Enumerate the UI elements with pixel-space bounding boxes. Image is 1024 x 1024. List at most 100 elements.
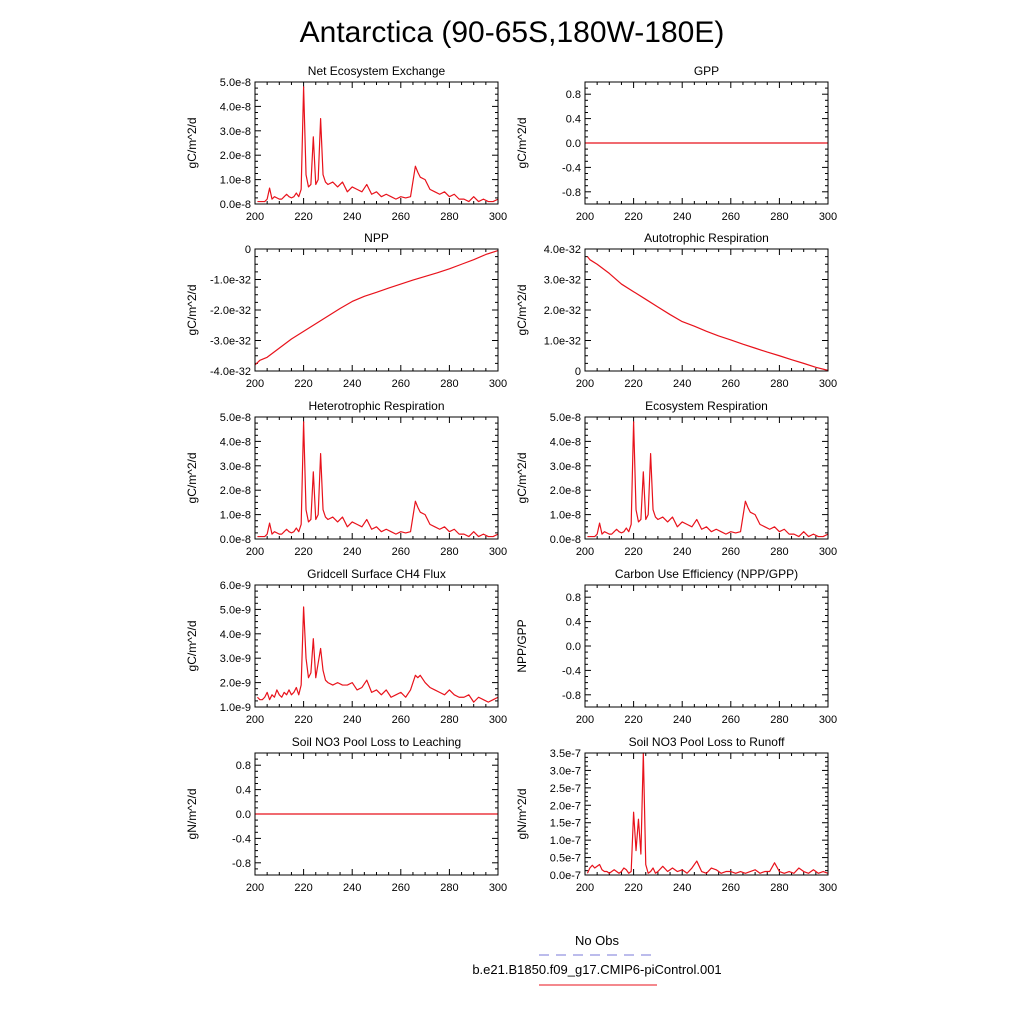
plot-frame [254, 752, 499, 876]
x-tick-label: 280 [440, 211, 458, 223]
y-tick-label: 5.0e-9 [220, 604, 251, 616]
x-tick-label: 280 [770, 882, 788, 894]
x-tick-label: 240 [343, 714, 361, 726]
panel-title: Soil NO3 Pool Loss to Runoff [629, 735, 786, 749]
x-tick-label: 260 [722, 211, 740, 223]
y-tick-label: 2.0e-7 [550, 800, 581, 812]
y-tick-label: 0.0e-8 [220, 534, 251, 546]
y-tick-label: 2.0e-32 [544, 305, 581, 317]
series-line [257, 606, 499, 703]
series-line [254, 249, 499, 366]
x-tick-label: 280 [770, 378, 788, 390]
panel-title: Autotrophic Respiration [644, 231, 769, 245]
y-tick-label: 0.0 [236, 809, 251, 821]
y-tick-label: 0.0 [566, 138, 581, 150]
y-tick-label: 3.0e-32 [544, 275, 581, 287]
y-tick-label: 0.8 [566, 89, 581, 101]
plot-frame [254, 416, 499, 540]
panels: Net Ecosystem Exchange gC/m^2/d 200 220 240 2… [185, 64, 837, 894]
y-tick-label: 5.0e-8 [550, 412, 581, 424]
x-tick-label: 200 [576, 714, 594, 726]
panel-title: Gridcell Surface CH4 Flux [307, 567, 446, 581]
legend-model-label: b.e21.B1850.f09_g17.CMIP6-piControl.001 [472, 962, 721, 977]
y-axis-label: NPP/GPP [515, 619, 529, 672]
x-tick-label: 280 [770, 211, 788, 223]
x-tick-label: 260 [722, 546, 740, 558]
y-tick-label: 3.0e-9 [220, 653, 251, 665]
y-tick-label: -1.0e-32 [210, 275, 251, 287]
x-tick-label: 280 [440, 714, 458, 726]
x-tick-label: 300 [819, 211, 837, 223]
plot-frame [584, 752, 829, 876]
y-tick-label: 3.5e-7 [550, 748, 581, 760]
panel-2: GPP gC/m^2/d 200 220 240 260 280 300 -0.8 -0.4 0.0… [515, 64, 837, 223]
y-tick-label: 1.0e-8 [220, 510, 251, 522]
y-tick-label: 4.0e-32 [544, 244, 581, 256]
series-line [257, 86, 499, 203]
y-axis-label: gN/m^2/d [185, 789, 199, 840]
y-tick-label: 2.0e-9 [220, 678, 251, 690]
x-tick-label: 220 [294, 714, 312, 726]
y-axis-label: gC/m^2/d [515, 453, 529, 504]
x-tick-label: 240 [673, 211, 691, 223]
y-tick-label: -0.8 [562, 690, 581, 702]
x-tick-label: 300 [819, 378, 837, 390]
x-tick-label: 200 [576, 546, 594, 558]
y-tick-label: 0.4 [566, 617, 581, 629]
x-tick-label: 240 [343, 882, 361, 894]
panel-title: Soil NO3 Pool Loss to Leaching [292, 735, 461, 749]
x-tick-label: 200 [246, 378, 264, 390]
x-tick-label: 260 [722, 714, 740, 726]
x-tick-label: 200 [246, 714, 264, 726]
y-tick-label: 3.0e-8 [220, 461, 251, 473]
y-tick-label: 4.0e-8 [550, 436, 581, 448]
y-tick-label: 0.4 [236, 785, 251, 797]
panel-1: Net Ecosystem Exchange gC/m^2/d 200 220 240 2… [185, 64, 507, 223]
x-tick-label: 220 [294, 882, 312, 894]
panel-title: GPP [694, 64, 719, 78]
x-tick-label: 260 [722, 378, 740, 390]
series-line [586, 752, 829, 874]
x-tick-label: 300 [489, 546, 507, 558]
y-tick-label: 4.0e-8 [220, 101, 251, 113]
y-tick-label: 0.5e-7 [550, 853, 581, 865]
x-tick-label: 220 [624, 714, 642, 726]
x-tick-label: 260 [392, 882, 410, 894]
x-tick-label: 300 [489, 714, 507, 726]
x-tick-label: 200 [246, 211, 264, 223]
y-tick-label: 1.0e-7 [550, 835, 581, 847]
y-tick-label: -3.0e-32 [210, 336, 251, 348]
y-tick-label: -4.0e-32 [210, 366, 251, 378]
x-tick-label: 220 [624, 546, 642, 558]
y-tick-label: -0.4 [562, 162, 581, 174]
y-axis-label: gC/m^2/d [185, 453, 199, 504]
x-tick-label: 220 [624, 882, 642, 894]
y-tick-label: 1.0e-32 [544, 336, 581, 348]
series-line [257, 421, 499, 538]
x-tick-label: 220 [294, 546, 312, 558]
x-tick-label: 260 [392, 714, 410, 726]
panel-3: NPP gC/m^2/d 200 220 240 260 280 300 -4.0e-32 -3.… [185, 231, 507, 390]
main-title: Antarctica (90-65S,180W-180E) [300, 16, 725, 49]
y-tick-label: 0.8 [236, 760, 251, 772]
y-tick-label: -2.0e-32 [210, 305, 251, 317]
y-tick-label: 0.0e-7 [550, 870, 581, 882]
x-tick-label: 220 [294, 378, 312, 390]
y-tick-label: 1.5e-7 [550, 818, 581, 830]
plot-frame [584, 248, 829, 372]
plot-frame [584, 81, 829, 205]
y-axis-label: gC/m^2/d [185, 285, 199, 336]
panel-title: Ecosystem Respiration [645, 399, 768, 413]
x-tick-label: 220 [624, 378, 642, 390]
y-axis-label: gC/m^2/d [185, 118, 199, 169]
x-tick-label: 260 [392, 546, 410, 558]
x-tick-label: 240 [673, 714, 691, 726]
x-tick-label: 300 [819, 882, 837, 894]
y-tick-label: 4.0e-8 [220, 436, 251, 448]
plot-frame [254, 248, 499, 372]
panel-7: Gridcell Surface CH4 Flux gC/m^2/d 200 220 2… [185, 567, 507, 726]
y-tick-label: 0.4 [566, 114, 581, 126]
x-tick-label: 300 [819, 714, 837, 726]
y-tick-label: 5.0e-8 [220, 412, 251, 424]
